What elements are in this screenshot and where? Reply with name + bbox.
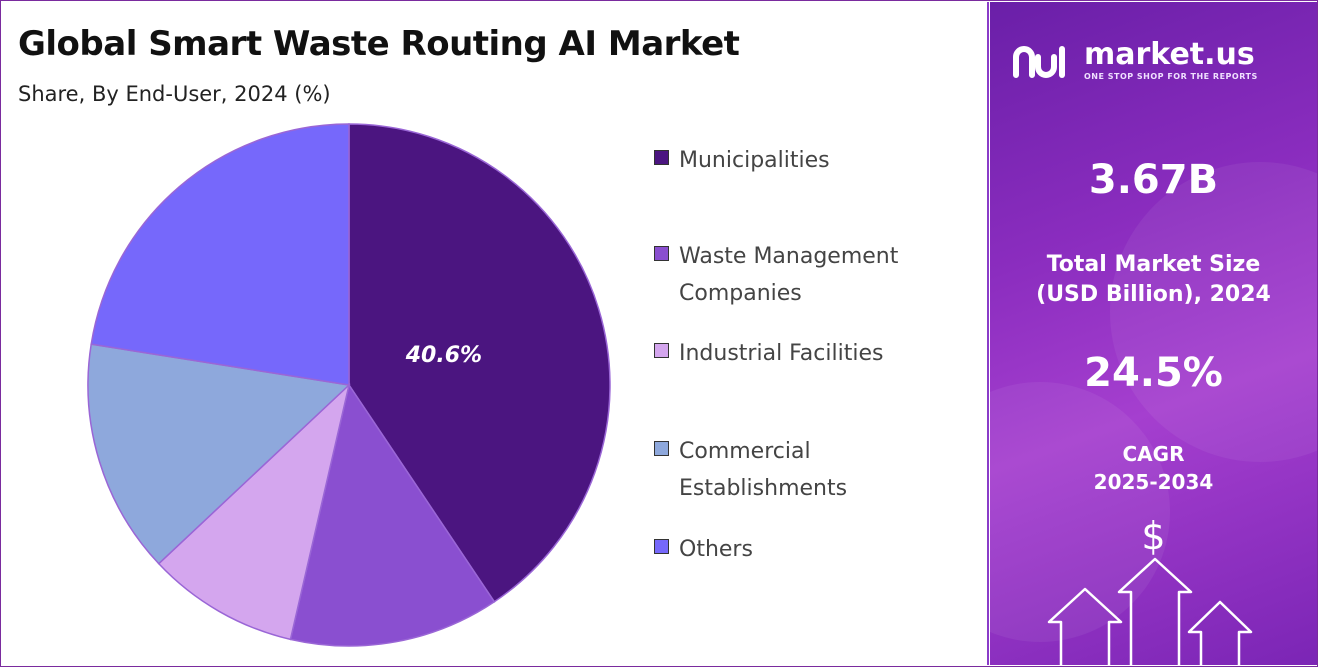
legend-label-municipalities: Municipalities [679, 148, 830, 173]
brand-name: market.us [1084, 37, 1255, 72]
market-size-value: 3.67B [1088, 157, 1219, 203]
market-size-label-line1: Total Market Size [1046, 252, 1261, 277]
cagr-label-line2: 2025-2034 [1093, 470, 1214, 494]
legend-swatch-commercial-establishments [654, 441, 669, 456]
brand-tagline: ONE STOP SHOP FOR THE REPORTS [1084, 72, 1258, 81]
legend-item-others: Others [654, 531, 959, 568]
legend-label-industrial-facilities: Industrial Facilities [679, 341, 884, 366]
pie-chart: 40.6% [87, 123, 611, 647]
market-size-label-line2: (USD Billion), 2024 [1036, 282, 1271, 307]
background-circle-decoration [1110, 162, 1317, 462]
legend-item-municipalities: Municipalities [654, 142, 959, 179]
brand-logo: market.us ONE STOP SHOP FOR THE REPORTS [1012, 40, 1258, 81]
market-us-logo-icon [1013, 45, 1065, 78]
pie-slice-waste-management-companies [289, 383, 496, 647]
legend-swatch-waste-management-companies [654, 246, 669, 261]
legend-item-commercial-establishments: Commercial Establishments [654, 433, 959, 507]
cagr-value: 24.5% [1084, 350, 1223, 396]
legend-swatch-others [654, 539, 669, 554]
summary-sidebar: market.us ONE STOP SHOP FOR THE REPORTS … [990, 2, 1317, 665]
chart-panel: Global Smart Waste Routing AI Market Sha… [2, 2, 989, 665]
pie-slice-others [90, 123, 350, 386]
pie-slice-commercial-establishments [87, 343, 351, 565]
legend-swatch-municipalities [654, 150, 669, 165]
chart-subtitle: Share, By End-User, 2024 (%) [18, 82, 331, 106]
legend-label-others: Others [679, 537, 753, 562]
cagr-label-line1: CAGR [1122, 442, 1185, 466]
legend-label-waste-management-companies: Waste Management Companies [679, 244, 899, 306]
data-label-municipalities: 40.6% [405, 343, 482, 368]
chart-title: Global Smart Waste Routing AI Market [18, 24, 740, 64]
dollar-icon: $ [1141, 514, 1166, 558]
growth-arrows-icon [1047, 557, 1253, 665]
legend-item-waste-management-companies: Waste Management Companies [654, 238, 959, 312]
legend-item-industrial-facilities: Industrial Facilities [654, 335, 959, 372]
legend-label-commercial-establishments: Commercial Establishments [679, 439, 848, 501]
legend-swatch-industrial-facilities [654, 343, 669, 358]
brand-text: market.us ONE STOP SHOP FOR THE REPORTS [1084, 37, 1258, 82]
pie-slice-municipalities [348, 123, 611, 603]
pie-slice-industrial-facilities [157, 382, 351, 641]
